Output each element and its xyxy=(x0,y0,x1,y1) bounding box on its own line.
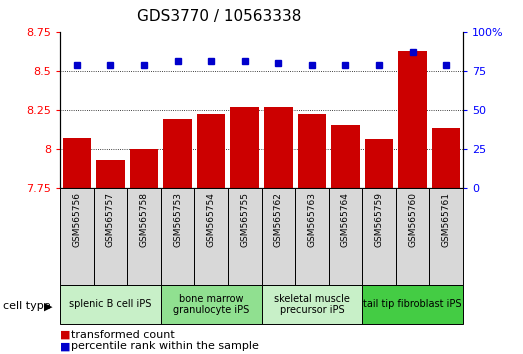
Bar xyxy=(195,188,228,285)
Text: GSM565762: GSM565762 xyxy=(274,193,283,247)
Text: GSM565759: GSM565759 xyxy=(374,193,383,247)
Bar xyxy=(328,188,362,285)
Bar xyxy=(362,188,396,285)
Bar xyxy=(362,285,463,324)
Bar xyxy=(429,188,463,285)
Bar xyxy=(130,149,158,188)
Text: GSM565758: GSM565758 xyxy=(140,193,149,247)
Text: GSM565761: GSM565761 xyxy=(441,193,451,247)
Bar xyxy=(262,188,295,285)
Bar xyxy=(161,285,262,324)
Bar xyxy=(94,188,127,285)
Text: bone marrow
granulocyte iPS: bone marrow granulocyte iPS xyxy=(173,293,249,315)
Bar xyxy=(365,139,393,188)
Bar xyxy=(228,188,262,285)
Text: GSM565764: GSM565764 xyxy=(341,193,350,247)
Bar xyxy=(163,119,192,188)
Bar xyxy=(161,188,195,285)
Text: ■: ■ xyxy=(60,341,71,351)
Text: ■: ■ xyxy=(60,330,71,339)
Text: ▶: ▶ xyxy=(44,301,53,311)
Bar xyxy=(127,188,161,285)
Bar xyxy=(432,129,460,188)
Text: percentile rank within the sample: percentile rank within the sample xyxy=(71,341,258,351)
Bar xyxy=(197,114,225,188)
Text: GSM565760: GSM565760 xyxy=(408,193,417,247)
Text: GSM565753: GSM565753 xyxy=(173,193,182,247)
Text: tail tip fibroblast iPS: tail tip fibroblast iPS xyxy=(363,299,462,309)
Bar xyxy=(63,138,91,188)
Bar xyxy=(331,125,360,188)
Text: splenic B cell iPS: splenic B cell iPS xyxy=(69,299,152,309)
Bar xyxy=(295,188,328,285)
Text: cell type: cell type xyxy=(3,301,50,311)
Bar xyxy=(60,188,94,285)
Text: GSM565763: GSM565763 xyxy=(308,193,316,247)
Bar xyxy=(396,188,429,285)
Bar xyxy=(264,107,292,188)
Bar xyxy=(231,107,259,188)
Bar xyxy=(262,285,362,324)
Text: GSM565757: GSM565757 xyxy=(106,193,115,247)
Text: GSM565756: GSM565756 xyxy=(72,193,82,247)
Text: GDS3770 / 10563338: GDS3770 / 10563338 xyxy=(138,9,302,24)
Text: skeletal muscle
precursor iPS: skeletal muscle precursor iPS xyxy=(274,293,350,315)
Text: transformed count: transformed count xyxy=(71,330,174,339)
Text: GSM565755: GSM565755 xyxy=(240,193,249,247)
Bar xyxy=(60,285,161,324)
Bar xyxy=(96,160,125,188)
Bar xyxy=(298,114,326,188)
Text: GSM565754: GSM565754 xyxy=(207,193,215,247)
Bar xyxy=(398,51,427,188)
